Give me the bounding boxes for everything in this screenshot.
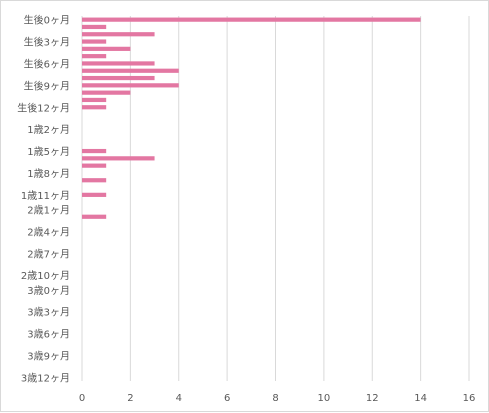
x-tick-label: 12: [366, 393, 379, 404]
y-tick-label: 1歳11ヶ月: [21, 190, 70, 202]
bar: [82, 105, 107, 110]
x-tick-label: 10: [318, 393, 331, 404]
x-tick-label: 16: [463, 393, 476, 404]
bar: [82, 17, 421, 22]
y-tick-label: 生後0ヶ月: [24, 14, 70, 27]
y-tick-label: 3歳12ヶ月: [21, 372, 70, 384]
y-tick-label: 3歳9ヶ月: [27, 350, 70, 362]
bar: [82, 192, 107, 197]
bar: [82, 90, 131, 95]
bar: [82, 148, 107, 154]
x-tick-label: 4: [176, 393, 182, 404]
bar: [82, 214, 107, 219]
y-tick-label: 生後9ヶ月: [24, 79, 70, 92]
y-tick-label: 1歳2ヶ月: [27, 124, 70, 136]
y-tick-label: 2歳1ヶ月: [27, 204, 70, 216]
x-tick-label: 0: [79, 393, 85, 404]
bar: [82, 39, 107, 44]
x-tick-label: 14: [414, 393, 427, 404]
bar: [82, 46, 131, 51]
y-tick-label: 3歳6ヶ月: [27, 329, 70, 341]
y-tick-label: 2歳4ヶ月: [27, 226, 70, 238]
y-tick-label: 生後12ヶ月: [17, 101, 70, 114]
bar: [82, 75, 155, 81]
x-tick-label: 8: [272, 393, 278, 404]
bar: [82, 97, 107, 103]
y-tick-label: 3歳0ヶ月: [27, 285, 70, 297]
x-tick-label: 6: [224, 393, 230, 404]
bar: [82, 54, 107, 59]
bar: [82, 83, 179, 88]
y-tick-label: 3歳3ヶ月: [27, 307, 70, 319]
bar: [82, 178, 107, 183]
y-tick-label: 2歳7ヶ月: [27, 248, 70, 260]
bar: [82, 68, 179, 73]
x-tick-label: 2: [127, 393, 133, 404]
y-tick-label: 1歳5ヶ月: [27, 146, 70, 158]
y-tick-label: 生後3ヶ月: [24, 36, 70, 49]
bar: [82, 32, 155, 37]
bar: [82, 61, 155, 66]
y-tick-label: 生後6ヶ月: [24, 57, 70, 70]
bar: [82, 156, 155, 161]
bar: [82, 24, 107, 30]
y-tick-label: 1歳8ヶ月: [27, 168, 70, 180]
bar: [82, 163, 107, 168]
y-tick-label: 2歳10ヶ月: [21, 270, 70, 282]
